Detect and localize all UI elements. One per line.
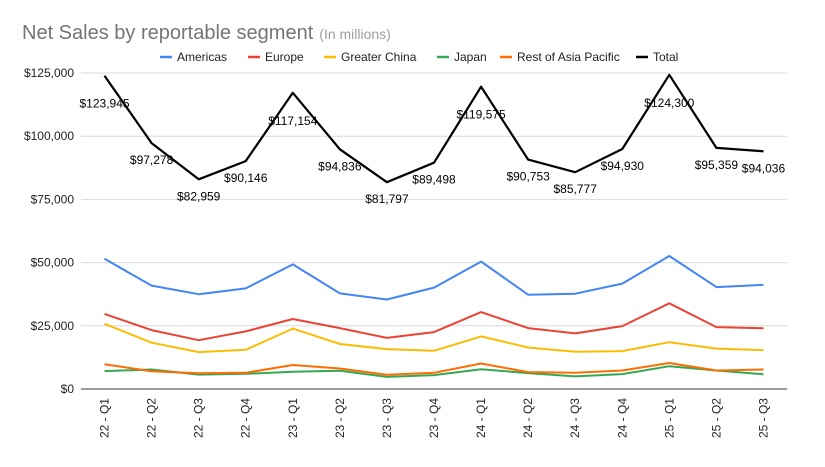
legend-label: Rest of Asia Pacific — [517, 50, 620, 64]
x-tick-label: 25 - Q1 — [662, 398, 676, 438]
data-label: $123,945 — [80, 97, 130, 111]
data-label: $97,278 — [130, 153, 174, 167]
data-label: $94,836 — [318, 159, 362, 173]
series-line — [104, 365, 764, 378]
legend-label: Japan — [454, 50, 487, 64]
x-tick-label: 23 - Q4 — [427, 398, 441, 438]
data-label: $85,777 — [554, 182, 598, 196]
y-tick-label: $50,000 — [31, 256, 75, 270]
legend-label: Europe — [265, 50, 304, 64]
x-tick-label: 23 - Q2 — [333, 398, 347, 438]
data-label: $89,498 — [412, 173, 456, 187]
series-line — [103, 73, 764, 184]
data-label: $82,959 — [177, 189, 221, 203]
x-tick-label: 24 - Q1 — [474, 398, 488, 438]
data-label: $94,930 — [601, 159, 645, 173]
series-line — [104, 255, 764, 301]
series-line — [104, 362, 764, 376]
legend-label: Americas — [177, 50, 227, 64]
chart-subtitle: (In millions) — [319, 26, 391, 42]
legend-label: Total — [653, 50, 678, 64]
x-tick-label: 25 - Q2 — [709, 398, 723, 438]
x-tick-label: 25 - Q3 — [756, 398, 770, 438]
y-tick-label: $75,000 — [31, 192, 75, 206]
series-line — [104, 302, 764, 342]
data-label: $90,146 — [224, 171, 268, 185]
x-tick-label: 22 - Q2 — [145, 398, 159, 438]
x-tick-label: 23 - Q1 — [286, 398, 300, 438]
x-tick-label: 22 - Q4 — [239, 398, 253, 438]
x-tick-label: 24 - Q3 — [568, 398, 582, 438]
x-tick-label: 24 - Q2 — [521, 398, 535, 438]
x-tick-label: 24 - Q4 — [615, 398, 629, 438]
y-tick-label: $25,000 — [31, 319, 75, 333]
legend-label: Greater China — [341, 50, 417, 64]
x-tick-label: 22 - Q1 — [98, 398, 112, 438]
data-label: $95,359 — [695, 158, 739, 172]
y-tick-label: $125,000 — [24, 66, 74, 80]
data-label: $117,154 — [268, 114, 317, 128]
chart-title: Net Sales by reportable segment (In milli… — [22, 22, 391, 45]
x-tick-label: 23 - Q3 — [380, 398, 394, 438]
data-label: $124,300 — [644, 96, 694, 110]
chart-title-text: Net Sales by reportable segment — [22, 22, 314, 44]
data-label: $81,797 — [365, 192, 409, 206]
data-label: $90,753 — [506, 170, 550, 184]
y-tick-label: $100,000 — [24, 129, 74, 143]
y-tick-label: $0 — [61, 382, 75, 396]
x-tick-label: 22 - Q3 — [192, 398, 206, 438]
series-line — [104, 322, 764, 354]
data-label: $119,575 — [456, 108, 505, 122]
data-label: $94,036 — [742, 161, 786, 175]
